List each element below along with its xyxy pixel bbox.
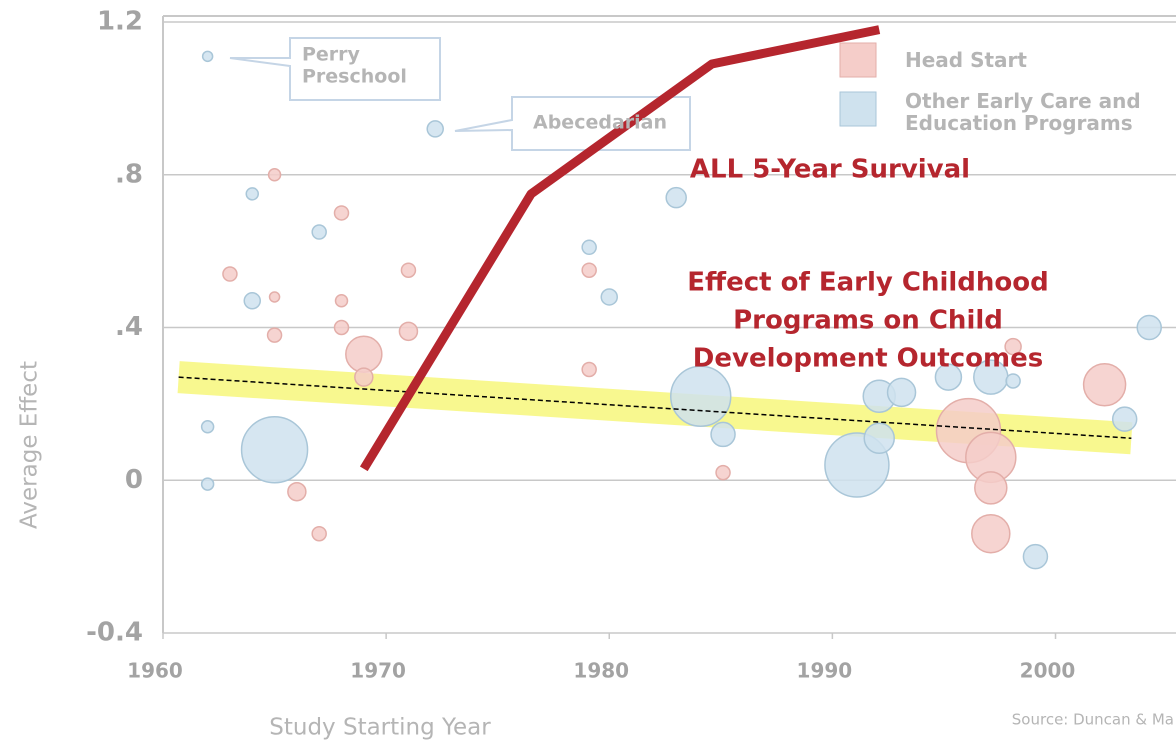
callout-box	[454, 96, 691, 151]
y-tick-label: .8	[115, 159, 143, 189]
legend-label: Other Early Care and Education Programs	[905, 89, 1141, 135]
bubble	[710, 421, 736, 448]
legend-swatch	[839, 42, 877, 78]
x-tick-label: 2000	[1020, 659, 1076, 683]
bubble	[426, 120, 444, 138]
y-tick-label: 1.2	[97, 7, 143, 37]
bubble	[971, 513, 1011, 554]
bubble	[934, 363, 963, 391]
bubble	[1022, 543, 1049, 570]
bubble	[354, 367, 374, 387]
bubble	[1082, 363, 1127, 407]
bubble	[287, 481, 307, 502]
bubble	[200, 420, 215, 434]
line-label: ALL 5-Year Survival	[690, 155, 970, 185]
bubble	[266, 327, 283, 343]
annotation: Perry	[302, 44, 361, 66]
bubble	[715, 464, 731, 481]
bubble	[222, 266, 238, 282]
chart-title: Effect of Early Childhood	[687, 268, 1049, 298]
bubble	[600, 288, 619, 306]
y-axis-label: Average Effect	[17, 361, 43, 529]
bubble	[1136, 314, 1162, 341]
bubble	[333, 319, 350, 336]
bubble	[243, 292, 262, 310]
y-tick-label: .4	[115, 312, 143, 342]
survival-line	[359, 25, 881, 472]
bubble	[333, 205, 350, 221]
bubble	[1004, 337, 1022, 356]
bubble	[345, 335, 383, 373]
x-tick-label: 1960	[127, 659, 183, 683]
bubble	[669, 365, 732, 427]
y-tick-label: -0.4	[86, 618, 143, 648]
bubble	[863, 422, 895, 454]
x-tick-label: 1990	[797, 659, 853, 683]
bubble	[245, 187, 260, 201]
bubble	[665, 186, 687, 209]
source: Source: Duncan & Ma	[1012, 711, 1174, 729]
bubble	[334, 294, 349, 308]
y-tick-label: 0	[125, 465, 143, 495]
bubble	[311, 224, 327, 240]
x-tick-label: 1980	[573, 659, 629, 683]
callout-box	[229, 37, 441, 101]
trend-line	[178, 376, 1132, 439]
chart-title: Development Outcomes	[693, 344, 1043, 374]
x-axis-label: Study Starting Year	[269, 715, 491, 741]
bubble	[400, 262, 417, 278]
bubble	[581, 239, 597, 256]
bubble	[267, 168, 282, 182]
bubble	[581, 262, 597, 278]
bubble	[268, 291, 281, 303]
x-tick-label: 1970	[350, 659, 406, 683]
bubble	[886, 377, 917, 408]
legend-label: Head Start	[905, 48, 1027, 72]
bubble	[1005, 373, 1021, 389]
chart-title: Programs on Child	[733, 306, 1003, 336]
bubble	[581, 361, 597, 378]
bubble	[201, 50, 214, 63]
legend-swatch	[839, 91, 877, 127]
bubble	[200, 477, 215, 491]
bubble	[398, 321, 419, 342]
grid	[163, 21, 1176, 634]
annotation: Abecedarian	[533, 112, 667, 134]
bubble	[240, 415, 309, 484]
bubble	[1111, 406, 1138, 432]
bubble	[974, 471, 1008, 505]
annotation: Preschool	[302, 66, 407, 88]
bubble	[311, 525, 327, 542]
